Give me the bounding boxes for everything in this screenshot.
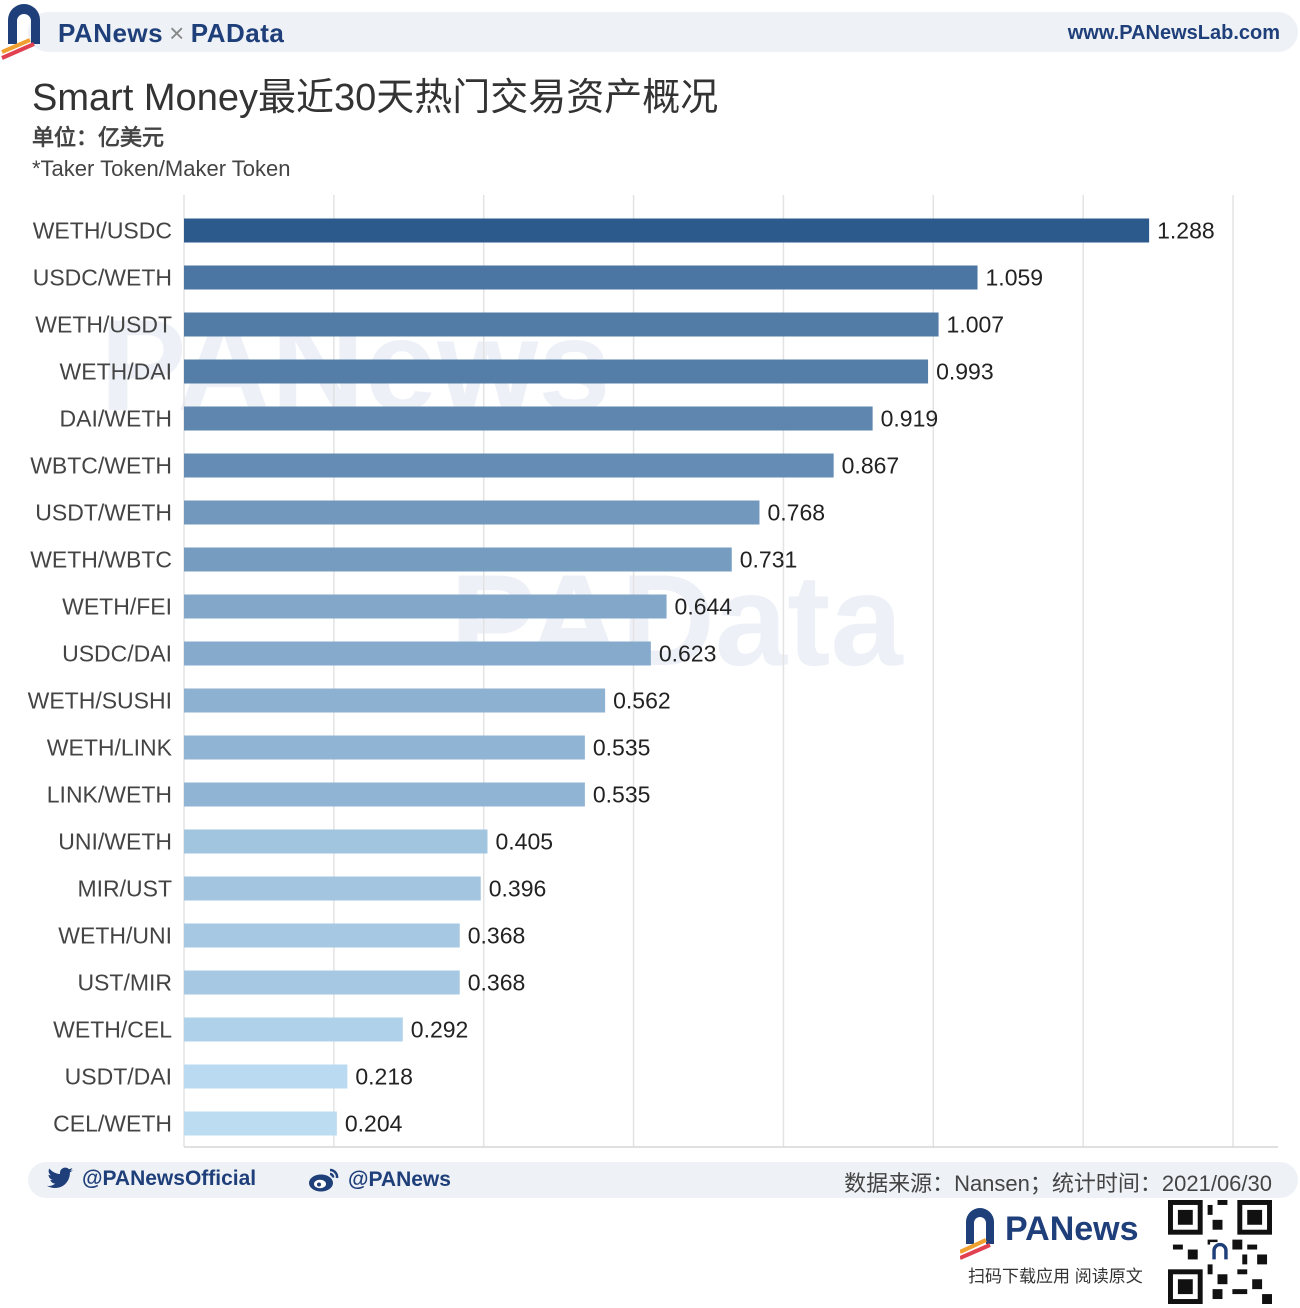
bar	[184, 453, 834, 478]
value-label: 1.059	[986, 265, 1044, 291]
token-note: *Taker Token/Maker Token	[32, 156, 291, 181]
bar	[184, 876, 481, 901]
data-source: 数据来源：Nansen；统计时间：2021/06/30	[844, 1171, 1272, 1196]
bar-chart: WETH/USDC 1.288 USDC/WETH 1.059 WETH/USDT 1.0…	[28, 195, 1278, 1148]
category-label: DAI/WETH	[60, 406, 172, 432]
brand-panews: PANews	[58, 18, 164, 48]
footer-brand: PANews	[1005, 1210, 1139, 1248]
category-label: WETH/UNI	[58, 923, 172, 949]
value-label: 1.288	[1157, 218, 1215, 244]
category-label: WETH/USDT	[35, 312, 172, 338]
bar	[184, 735, 585, 760]
category-label: WETH/LINK	[47, 735, 173, 761]
value-label: 0.535	[593, 782, 651, 808]
value-label: 0.993	[936, 359, 994, 385]
weibo-handle[interactable]: @PANews	[308, 1167, 451, 1193]
weibo-label: @PANews	[348, 1168, 451, 1191]
category-label: WETH/DAI	[60, 359, 172, 385]
category-label: USDT/WETH	[35, 500, 172, 526]
site-url[interactable]: www.PANewsLab.com	[1067, 22, 1280, 44]
bar	[184, 1017, 403, 1042]
category-label: UST/MIR	[77, 970, 172, 996]
bar	[184, 688, 606, 713]
bar	[184, 782, 585, 807]
footer-bar	[28, 1162, 1298, 1198]
category-label: LINK/WETH	[47, 782, 172, 808]
category-label: WETH/FEI	[62, 594, 172, 620]
header-bar	[28, 12, 1298, 52]
bar	[184, 359, 929, 384]
category-label: WETH/CEL	[53, 1017, 172, 1043]
category-label: USDC/DAI	[62, 641, 172, 667]
value-label: 0.368	[468, 923, 526, 949]
panews-footer-logo-icon	[960, 1208, 994, 1260]
category-label: USDC/WETH	[33, 265, 172, 291]
category-label: WBTC/WETH	[30, 453, 172, 479]
bar	[184, 594, 667, 619]
twitter-handle[interactable]: @PANewsOfficial	[46, 1167, 256, 1191]
bar	[184, 265, 978, 290]
bar	[184, 970, 460, 995]
bar	[184, 1111, 337, 1136]
qr-code[interactable]	[1168, 1200, 1272, 1304]
twitter-icon	[47, 1167, 73, 1189]
value-label: 0.368	[468, 970, 526, 996]
value-label: 0.623	[659, 641, 717, 667]
bar	[184, 923, 460, 948]
chart-title: Smart Money最近30天热门交易资产概况	[32, 77, 719, 119]
value-label: 0.644	[675, 594, 733, 620]
unit-label: 单位：亿美元	[32, 125, 165, 150]
brand-padata: PAData	[190, 18, 285, 48]
weibo-icon	[309, 1168, 339, 1192]
bar	[184, 1064, 348, 1089]
category-label: WETH/WBTC	[30, 547, 172, 573]
value-label: 0.768	[767, 500, 825, 526]
footer-cta[interactable]: 扫码下载应用 阅读原文	[968, 1267, 1143, 1286]
twitter-label: @PANewsOfficial	[82, 1167, 257, 1190]
bar	[184, 406, 873, 431]
category-label: USDT/DAI	[65, 1064, 172, 1090]
category-label: MIR/UST	[77, 876, 172, 902]
value-label: 0.292	[411, 1017, 469, 1043]
panews-logo-icon	[1, 4, 40, 60]
category-label: WETH/USDC	[33, 218, 172, 244]
bar	[184, 829, 488, 854]
value-label: 0.218	[355, 1064, 413, 1090]
value-label: 0.535	[593, 735, 651, 761]
bar	[184, 218, 1150, 243]
value-label: 0.731	[740, 547, 798, 573]
category-label: CEL/WETH	[53, 1111, 172, 1137]
brand-times: ×	[169, 18, 185, 48]
value-label: 1.007	[947, 312, 1005, 338]
bar	[184, 641, 651, 666]
value-label: 0.562	[613, 688, 671, 714]
value-label: 0.919	[881, 406, 939, 432]
value-label: 0.867	[842, 453, 900, 479]
bar	[184, 547, 732, 572]
value-label: 0.396	[489, 876, 547, 902]
value-label: 0.405	[495, 829, 553, 855]
bar	[184, 312, 939, 337]
category-label: UNI/WETH	[58, 829, 172, 855]
value-label: 0.204	[345, 1111, 403, 1137]
bar	[184, 500, 760, 525]
category-label: WETH/SUSHI	[28, 688, 172, 714]
header-brand: PANews × PAData	[58, 18, 284, 49]
